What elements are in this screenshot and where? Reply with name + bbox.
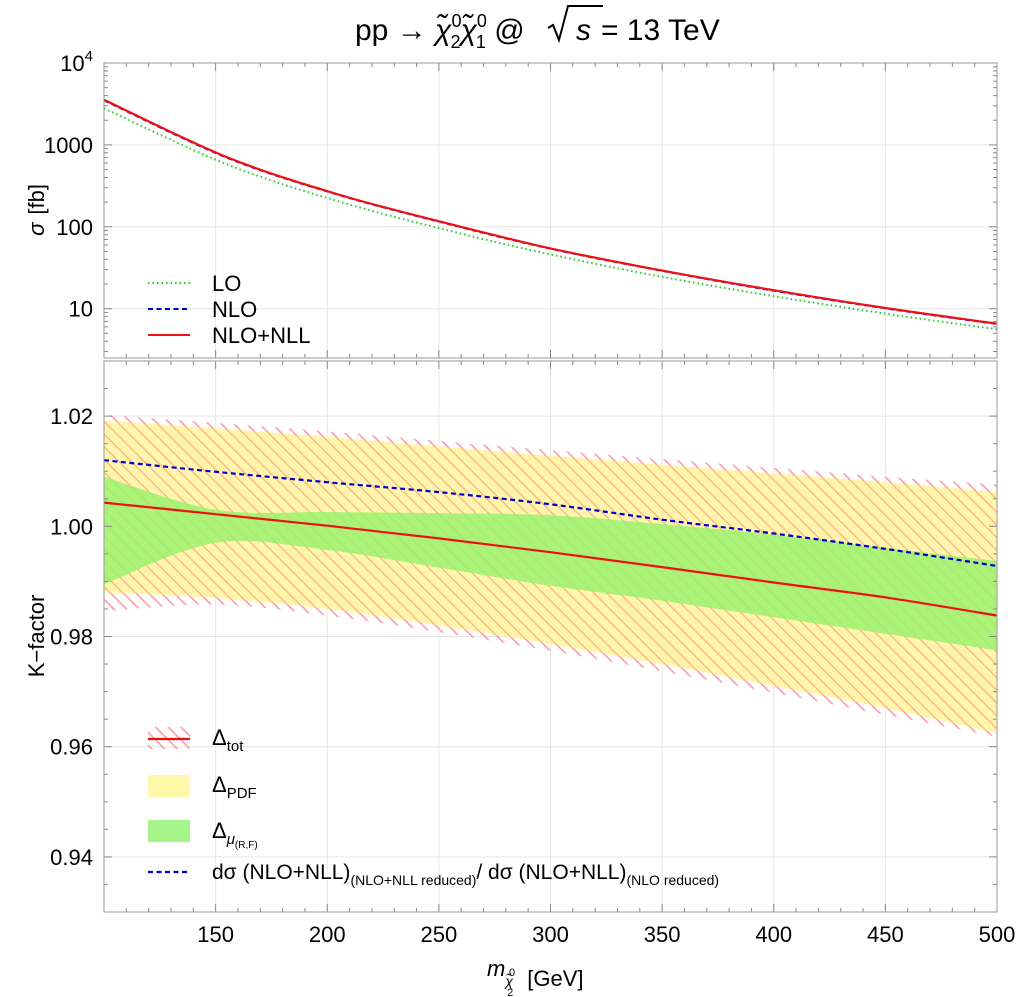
x-label-m: m xyxy=(487,956,505,981)
legend-swatch-pdf xyxy=(148,775,190,797)
legend-label-mu: Δμ(R,F) xyxy=(212,818,258,851)
x-tick-labels: 150 200 250 300 350 400 450 500 xyxy=(197,922,1015,947)
x-tick-label: 400 xyxy=(755,922,792,947)
legend-swatch-mu xyxy=(148,820,190,842)
bottom-y-tick-label: 0.94 xyxy=(50,845,93,870)
bottom-y-tick-label: 0.98 xyxy=(50,625,93,650)
bottom-y-tick-label: 1.02 xyxy=(50,404,93,429)
svg-text:pp → χ̃02χ̃01 @: pp → χ̃0 2χ̃0 1 @ xyxy=(355,11,525,52)
top-y-tick-label: 104 xyxy=(60,48,93,76)
top-series xyxy=(104,98,997,331)
title-sub-2: 2 xyxy=(450,32,460,52)
top-y-tick-label: 10 xyxy=(69,297,93,322)
title-energy: = 13 TeV xyxy=(601,14,720,47)
bottom-y-tick-labels: 1.02 1.00 0.98 0.96 0.94 xyxy=(50,404,93,870)
bottom-y-axis-label: K−factor xyxy=(24,595,49,678)
legend-label-tot: Δtot xyxy=(212,725,244,755)
x-label-chi-sup: 0 xyxy=(509,967,515,979)
title-sqrt-s: s xyxy=(576,14,591,47)
title-prefix: pp → xyxy=(355,14,435,47)
bottom-legend: Δtot ΔPDF Δμ(R,F) dσ (NLO+NLL)(NLO+NLL redu… xyxy=(148,725,719,888)
sqrt-sign xyxy=(547,5,603,44)
chart-title: pp → χ̃0 2χ̃0 1 @ s = 13 TeV xyxy=(355,5,720,52)
svg-text:σ[fb]: σ [fb] xyxy=(24,184,49,236)
x-label-chi-sub: 2 xyxy=(507,987,513,997)
top-legend-label: NLO xyxy=(212,297,257,322)
bottom-panel: 1.02 1.00 0.98 0.96 0.94 150 200 250 300 350 400 4… xyxy=(24,360,1015,997)
x-tick-label: 450 xyxy=(867,922,904,947)
top-y-tick-label: 100 xyxy=(56,215,93,240)
x-tick-label: 200 xyxy=(309,922,346,947)
title-chi-2: χ̃ xyxy=(432,14,452,47)
bottom-bands xyxy=(104,415,997,737)
x-tick-label: 250 xyxy=(421,922,458,947)
legend-label-pdf: ΔPDF xyxy=(212,772,257,802)
kfactor-line-nlo-nll xyxy=(104,501,997,617)
top-series-line-nlo-nll xyxy=(104,98,997,325)
x-axis-label: mχ̃0 2 [GeV] xyxy=(487,956,583,997)
title-at: @ xyxy=(486,14,525,47)
title-chi-1: χ̃ xyxy=(457,14,477,47)
top-y-axis-label: σ [fb] xyxy=(24,184,49,236)
title-sup-0b: 0 xyxy=(477,11,487,31)
legend-label-ratio: dσ (NLO+NLL)(NLO+NLL reduced)/ dσ (NLO+N… xyxy=(212,861,719,888)
title-sub-1: 1 xyxy=(476,32,486,52)
top-series-line-lo xyxy=(104,107,997,331)
x-tick-label: 300 xyxy=(532,922,569,947)
y-label-fb: [fb] xyxy=(24,184,49,215)
top-legend-label: LO xyxy=(212,271,241,296)
svg-text:mχ̃02[GeV]: mχ̃0 2 [GeV] xyxy=(487,956,583,997)
ratio-line-dashed xyxy=(104,459,997,568)
x-tick-label: 150 xyxy=(197,922,234,947)
x-label-chi: χ̃ xyxy=(503,973,513,989)
bottom-series xyxy=(104,459,997,617)
top-y-tick-labels: 104 1000 100 10 xyxy=(44,48,93,322)
y-label-sigma: σ xyxy=(24,222,49,236)
band-mu xyxy=(104,476,997,651)
title-sup-0a: 0 xyxy=(451,11,461,31)
top-ticks xyxy=(103,63,998,358)
x-tick-label: 500 xyxy=(979,922,1016,947)
x-tick-label: 350 xyxy=(644,922,681,947)
bottom-y-tick-label: 1.00 xyxy=(50,514,93,539)
bottom-y-tick-label: 0.96 xyxy=(50,735,93,760)
y-label-kfactor: K−factor xyxy=(24,595,49,678)
top-y-tick-label: 1000 xyxy=(44,133,93,158)
top-legend-label: NLO+NLL xyxy=(212,323,310,348)
x-label-gev: [GeV] xyxy=(527,966,583,991)
